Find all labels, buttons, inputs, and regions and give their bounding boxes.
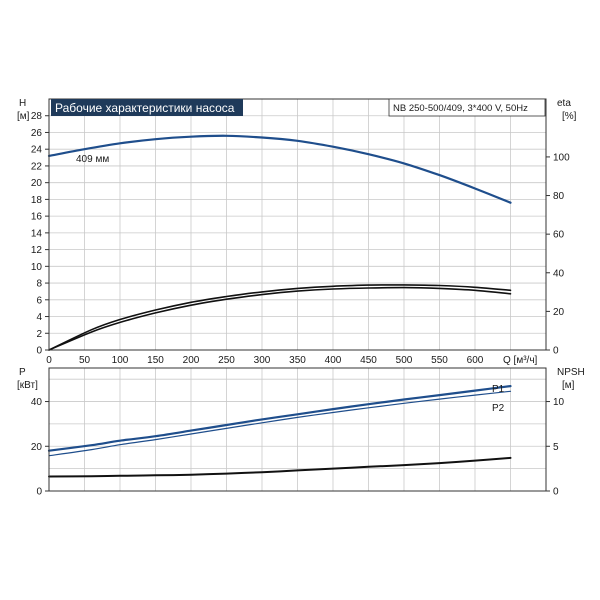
bot-plot-frame xyxy=(48,367,547,492)
top-left-tick-label: 6 xyxy=(36,295,42,306)
x-tick-label: 0 xyxy=(46,355,52,366)
top-right-tick-label: 0 xyxy=(553,346,559,357)
top-left-tick-label: 10 xyxy=(31,262,43,273)
chart-title: Рабочие характеристики насоса xyxy=(55,101,235,115)
bot-right-axis-label: NPSH xyxy=(557,367,585,378)
series-p1-line xyxy=(47,385,512,452)
curve-label-409mm: 409 мм xyxy=(76,154,109,165)
x-tick-label: 550 xyxy=(431,355,448,366)
top-left-axis-label: H xyxy=(19,98,26,109)
top-left-tick-label: 26 xyxy=(31,128,43,139)
top-right-axis-label: eta xyxy=(557,98,571,109)
top-plot-frame xyxy=(48,98,547,351)
top-right-axis-unit: [%] xyxy=(562,111,577,122)
x-tick-label: 100 xyxy=(112,355,129,366)
series-p2-line xyxy=(48,390,512,457)
top-left-tick-label: 8 xyxy=(36,279,42,290)
bot-right-tick-label: 5 xyxy=(553,442,559,453)
info-box xyxy=(388,98,546,117)
series-top-curve-2-line xyxy=(48,286,512,351)
pump-model-info: NB 250-500/409, 3*400 V, 50Hz xyxy=(393,103,528,114)
top-left-tick-label: 22 xyxy=(31,161,43,172)
bot-left-axis-label: P xyxy=(19,367,26,378)
curve-label-p2: P2 xyxy=(492,403,505,414)
top-left-tick-label: 2 xyxy=(36,329,42,340)
top-right-tick-label: 80 xyxy=(553,191,565,202)
frame-layer xyxy=(48,98,547,492)
top-left-tick-label: 0 xyxy=(36,346,42,357)
top-left-tick-label: 18 xyxy=(31,195,43,206)
top-right-tick-label: 40 xyxy=(553,268,565,279)
x-tick-label: 250 xyxy=(218,355,235,366)
x-tick-label: 600 xyxy=(467,355,484,366)
x-tick-label: 300 xyxy=(254,355,271,366)
curve-label-p1: P1 xyxy=(492,384,505,395)
series-top-curve-1-line xyxy=(48,284,512,351)
x-tick-label: 500 xyxy=(396,355,413,366)
top-left-tick-label: 24 xyxy=(31,145,43,156)
top-left-tick-label: 28 xyxy=(31,111,43,122)
title-box xyxy=(51,99,243,116)
series-bot-curve-2-line xyxy=(48,456,512,478)
x-axis-label: Q [м³/ч] xyxy=(503,355,538,366)
top-left-tick-label: 12 xyxy=(31,245,43,256)
bot-left-tick-label: 40 xyxy=(31,397,43,408)
top-right-tick-label: 60 xyxy=(553,230,565,241)
top-left-tick-label: 16 xyxy=(31,212,43,223)
bot-right-tick-label: 10 xyxy=(553,397,565,408)
x-tick-label: 350 xyxy=(289,355,306,366)
bot-right-tick-label: 0 xyxy=(553,487,559,498)
bot-left-tick-label: 20 xyxy=(31,442,43,453)
top-left-axis-unit: [м] xyxy=(17,111,30,122)
x-tick-label: 450 xyxy=(360,355,377,366)
x-tick-label: 50 xyxy=(79,355,91,366)
x-tick-label: 200 xyxy=(183,355,200,366)
grid-layer xyxy=(49,99,546,491)
label-layer: H [м] eta [%] Q [м³/ч] P [кВт] NPSH [м] 409 мм P1 P… xyxy=(17,98,585,414)
bot-right-axis-unit: [м] xyxy=(562,380,575,391)
x-tick-label: 150 xyxy=(147,355,164,366)
series-layer xyxy=(47,134,512,478)
top-left-tick-label: 14 xyxy=(31,228,43,239)
top-right-tick-label: 20 xyxy=(553,307,565,318)
series-409-мм-line xyxy=(47,134,512,204)
x-tick-label: 400 xyxy=(325,355,342,366)
top-left-tick-label: 4 xyxy=(36,312,42,323)
top-right-tick-label: 100 xyxy=(553,152,570,163)
bot-left-tick-label: 0 xyxy=(36,487,42,498)
bot-left-axis-unit: [кВт] xyxy=(17,380,38,391)
top-left-tick-label: 20 xyxy=(31,178,43,189)
